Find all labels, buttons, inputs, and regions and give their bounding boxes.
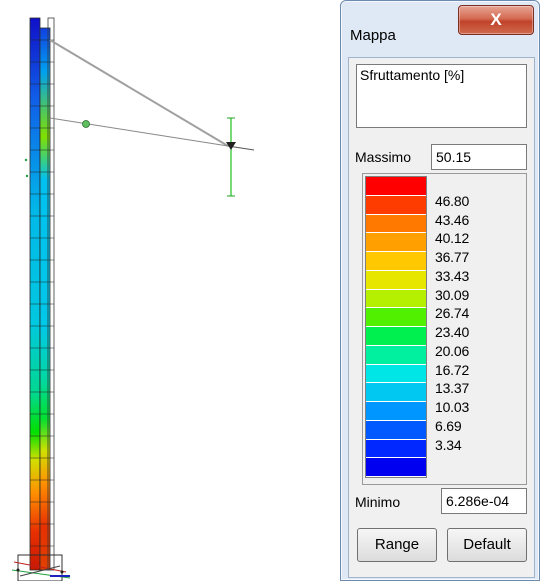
legend-tick-label: 46.80 <box>435 192 470 209</box>
range-button[interactable]: Range <box>357 528 437 562</box>
max-label: Massimo <box>355 149 412 165</box>
legend-tick-label: 33.43 <box>435 267 470 284</box>
close-button[interactable]: X <box>458 5 534 35</box>
legend-band <box>366 383 426 402</box>
legend-band <box>366 420 426 440</box>
legend-band <box>366 233 426 252</box>
legend-band <box>366 195 426 215</box>
color-legend: 46.80 43.46 40.12 36.77 33.43 30.09 26.74 23.40… <box>362 173 527 485</box>
legend-tick-label: 10.03 <box>435 399 470 415</box>
column-flange <box>47 17 55 571</box>
color-scale <box>365 176 427 478</box>
column-right-face <box>39 27 51 571</box>
legend-band <box>366 270 426 290</box>
legend-tick-label: 40.12 <box>435 230 470 247</box>
map-window: Mappa X Sfruttamento [%] Massimo 50.15 4… <box>340 0 540 581</box>
legend-tick-label: 23.40 <box>435 324 470 340</box>
window-title: Mappa <box>350 27 396 44</box>
base-plate <box>11 554 71 581</box>
legend-band <box>366 252 426 271</box>
column-segments <box>30 39 54 547</box>
min-value-field[interactable]: 6.286e-04 <box>441 488 527 514</box>
legend-tick-label: 36.77 <box>435 249 470 265</box>
result-type-box[interactable]: Sfruttamento [%] <box>356 64 527 128</box>
legend-tick-label: 30.09 <box>435 286 470 303</box>
legend-band <box>366 439 426 459</box>
legend-band <box>366 214 426 234</box>
legend-band <box>366 458 426 477</box>
upper-cable <box>49 39 229 147</box>
lower-cable <box>49 117 229 147</box>
title-bar[interactable]: Mappa X <box>341 1 539 57</box>
model-viewport[interactable] <box>0 0 330 581</box>
min-label: Minimo <box>355 494 401 510</box>
legend-band <box>366 289 426 309</box>
legend-band <box>366 327 426 346</box>
window-client-area: Sfruttamento [%] Massimo 50.15 46.80 43.4… <box>348 57 535 578</box>
legend-tick-label: 43.46 <box>435 211 470 228</box>
cable-node <box>82 120 90 128</box>
legend-band <box>366 345 426 365</box>
legend-tick-label: 13.37 <box>435 380 470 397</box>
legend-band <box>366 364 426 384</box>
legend-band <box>366 402 426 421</box>
legend-tick-label: 16.72 <box>435 361 470 378</box>
column-left-face <box>29 17 41 571</box>
legend-tick-label: 6.69 <box>435 417 462 434</box>
legend-band <box>366 177 426 196</box>
legend-tick-label: 20.06 <box>435 342 470 359</box>
legend-band <box>366 308 426 327</box>
default-button[interactable]: Default <box>447 528 527 562</box>
max-value-field[interactable]: 50.15 <box>431 144 527 170</box>
structure-drawing <box>11 17 255 581</box>
legend-tick-label: 3.34 <box>435 436 462 453</box>
legend-tick-label: 26.74 <box>435 305 470 322</box>
